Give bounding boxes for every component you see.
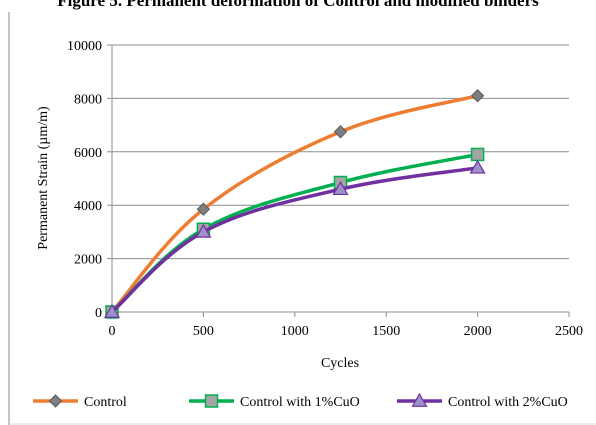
y-axis-label: Permanent Strain (µm/m) [36, 106, 51, 250]
series-1-point-500 [196, 202, 211, 216]
series-2-line [110, 152, 480, 314]
x-axis-label: Cycles [321, 356, 359, 371]
series-3-point-500 [195, 223, 212, 238]
series-3-point-0 [103, 303, 121, 318]
series-1-point-1250 [333, 125, 348, 139]
series-3 [103, 159, 486, 318]
x-tick-label-2500: 2500 [555, 324, 583, 339]
legend-2-label: Control with 1%CuO [240, 395, 360, 410]
x-tick-label-0: 0 [109, 324, 116, 339]
y-tick-label-2000: 2000 [74, 253, 102, 268]
y-tick-label-6000: 6000 [74, 146, 102, 161]
series-1-point-2000 [470, 89, 485, 103]
legend-3-marker [411, 392, 428, 407]
legend: Control Control with 1%CuO Control with 2%… [33, 392, 568, 410]
figure-caption: Figure 5. Permanent deformation of Contr… [57, 0, 539, 10]
gridlines [112, 44, 569, 260]
axes [107, 44, 570, 317]
series-1-line [110, 93, 480, 314]
y-tick-labels: 0 2000 4000 6000 8000 10000 [67, 39, 102, 321]
series-1 [105, 89, 485, 319]
legend-1-label: Control [84, 395, 127, 410]
legend-1-marker [48, 394, 63, 408]
series-3-line [110, 166, 480, 314]
y-tick-label-10000: 10000 [67, 39, 102, 54]
y-tick-label-8000: 8000 [74, 92, 102, 107]
series-3-point-1250 [332, 180, 349, 196]
series-group [103, 89, 486, 319]
y-tick-label-0: 0 [95, 306, 102, 321]
x-tick-label-1500: 1500 [372, 324, 400, 339]
x-tick-label-2000: 2000 [464, 324, 492, 339]
series-3-point-2000 [469, 159, 486, 174]
x-tick-label-500: 500 [193, 324, 214, 339]
x-tick-label-1000: 1000 [281, 324, 309, 339]
legend-2-marker [204, 394, 219, 408]
x-tick-labels: 0 500 1000 1500 2000 2500 [109, 324, 584, 339]
y-tick-label-4000: 4000 [74, 199, 102, 214]
legend-3-label: Control with 2%CuO [448, 395, 568, 410]
series-2-point-2000 [470, 147, 485, 162]
